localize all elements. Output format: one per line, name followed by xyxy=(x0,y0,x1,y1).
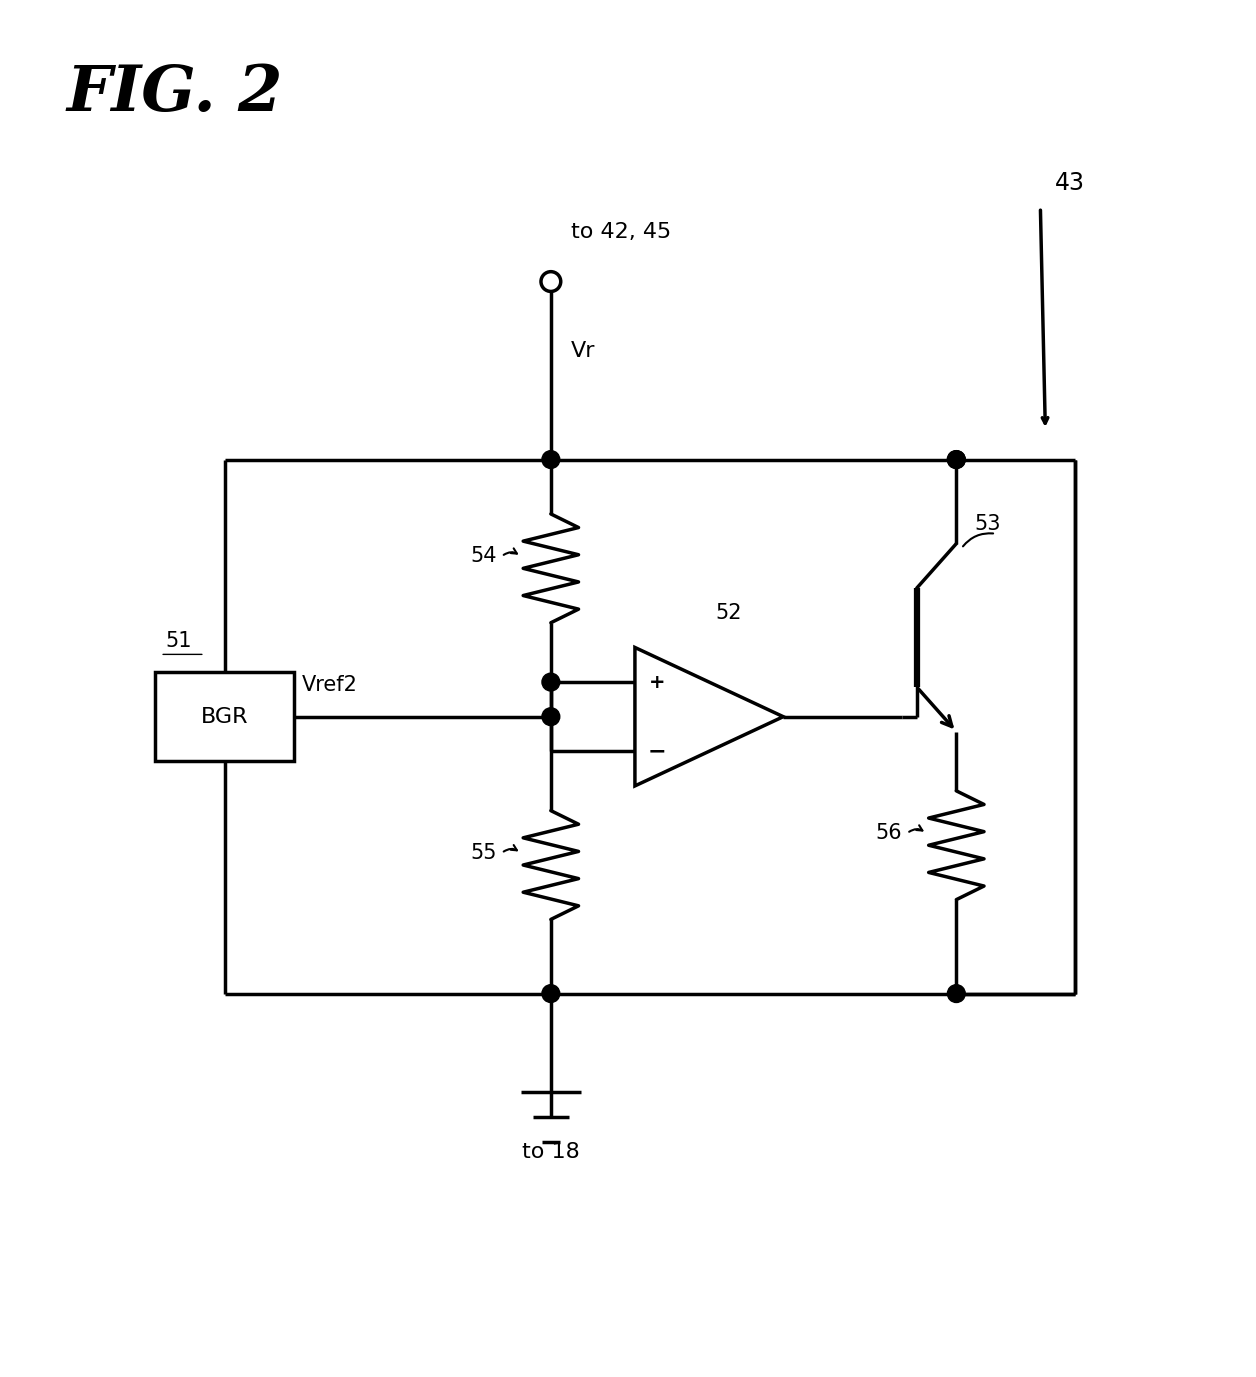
Text: 54: 54 xyxy=(470,547,496,566)
Circle shape xyxy=(541,708,560,726)
Circle shape xyxy=(947,450,965,468)
Bar xyxy=(156,672,294,761)
Text: 55: 55 xyxy=(470,843,496,863)
Text: 43: 43 xyxy=(1055,171,1085,194)
Circle shape xyxy=(947,985,965,1002)
Text: BGR: BGR xyxy=(201,706,249,727)
Text: to 18: to 18 xyxy=(522,1142,580,1162)
Circle shape xyxy=(541,673,560,691)
Text: 53: 53 xyxy=(975,514,1001,534)
Text: +: + xyxy=(648,672,664,691)
Circle shape xyxy=(541,450,560,468)
Text: 52: 52 xyxy=(716,603,742,622)
Circle shape xyxy=(541,985,560,1002)
Text: Vr: Vr xyxy=(570,340,595,361)
Text: Vref2: Vref2 xyxy=(301,675,358,695)
Circle shape xyxy=(947,450,965,468)
Text: 51: 51 xyxy=(166,631,192,650)
Text: FIG. 2: FIG. 2 xyxy=(67,63,283,124)
Text: to 42, 45: to 42, 45 xyxy=(570,222,671,242)
Text: 56: 56 xyxy=(875,823,902,843)
Text: −: − xyxy=(647,741,666,761)
